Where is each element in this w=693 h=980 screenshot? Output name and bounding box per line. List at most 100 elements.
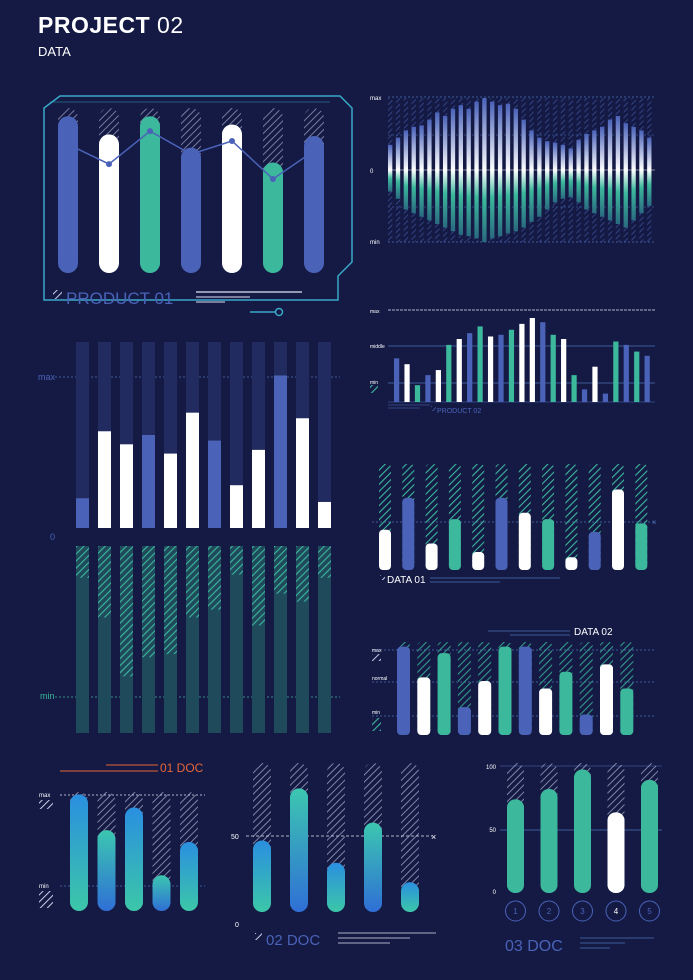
wave-bar-top (435, 112, 440, 170)
product02-bar (613, 341, 619, 402)
data02-track (579, 642, 593, 735)
wave-bar-bottom (615, 170, 621, 224)
wave-bar-top (537, 137, 542, 170)
data02-bar (437, 653, 451, 735)
data02-normal-label: normal (372, 676, 387, 682)
wave-track (647, 98, 652, 170)
wave-bar-top (388, 144, 393, 170)
product01-point (229, 138, 235, 144)
product01-bar (263, 162, 283, 273)
maxmin-top-bar (164, 453, 177, 528)
maxmin-bottom-bar (208, 546, 221, 610)
doc02-cross-icon: × (431, 832, 436, 842)
product01-bar (58, 116, 78, 273)
maxmin-top-bar (142, 435, 155, 528)
wave-track (552, 170, 558, 242)
doc03-category-circle (505, 900, 526, 922)
wave-bar-bottom (607, 170, 613, 221)
doc01-bar (97, 830, 116, 911)
maxmin-bottom-bar (164, 546, 177, 655)
wave-bar-bottom (584, 170, 589, 210)
data01-bar (635, 523, 648, 570)
wave-bar-top (442, 116, 448, 170)
maxmin-track (318, 342, 331, 528)
wave-bar-top (497, 105, 503, 170)
data02-bar (397, 646, 410, 735)
wave-bar-top (623, 123, 628, 170)
wave-bar-top (592, 130, 597, 170)
wave-max-label: max (370, 96, 381, 102)
doc02-bar (290, 788, 308, 912)
data02-bar (559, 671, 573, 735)
data01-bar (448, 519, 461, 570)
product02-bar (487, 336, 494, 402)
wave-track (388, 98, 393, 170)
wave-bar-bottom (521, 170, 526, 228)
doc03-zero-label: 0 (493, 890, 497, 896)
product02-bar (540, 322, 546, 402)
maxmin-top-bar (208, 440, 221, 528)
data01-bar (565, 557, 578, 570)
wave-bar-top (411, 126, 416, 170)
product02-legend-swatch (370, 385, 378, 393)
doc01-swatch (39, 891, 53, 908)
wave-bar-bottom (576, 170, 581, 203)
wave-bar-bottom (568, 170, 573, 198)
wave-bar-bottom (403, 170, 409, 210)
wave-bar-bottom (435, 170, 440, 224)
product02-bar (467, 333, 473, 402)
product01-point (106, 161, 112, 168)
wave-bar-top (647, 137, 652, 170)
product02-title-swatch (431, 406, 436, 411)
data02-title: DATA 02 (574, 627, 613, 638)
wave-bar-bottom (560, 170, 566, 199)
data01-bar (612, 489, 624, 570)
product02-bar (581, 389, 588, 402)
wave-bar-bottom (631, 170, 636, 221)
data01-title: DATA 01 (387, 575, 426, 586)
wave-bar-bottom (600, 170, 605, 217)
maxmin-top-bar (230, 485, 243, 528)
product01-point (188, 151, 194, 158)
doc02-title: 02 DOC (266, 932, 320, 949)
maxmin-bottom-track (76, 546, 89, 733)
wave-bar-bottom (513, 170, 518, 232)
product02-bar (561, 339, 567, 402)
maxmin-bottom-bar (274, 546, 287, 594)
wave-bar-top (545, 141, 550, 170)
wave-bar-bottom (466, 170, 471, 237)
wave-bar-bottom (623, 170, 628, 228)
maxmin-top-bar (318, 501, 331, 528)
maxmin-top-bar (296, 418, 309, 528)
maxmin-bottom-bar (230, 546, 243, 575)
maxmin-bottom-bar (318, 546, 331, 578)
wave-track (388, 170, 393, 242)
product01-point (311, 147, 317, 154)
doc03-title: 03 DOC (505, 938, 563, 955)
product01-legend-swatch (53, 290, 62, 299)
product02-bar (571, 375, 577, 402)
product02-bar (477, 326, 483, 402)
data01-bar (495, 497, 508, 570)
maxmin-min-label: min (40, 691, 55, 701)
wave-bar-top (395, 137, 401, 170)
wave-bar-top (513, 108, 518, 170)
maxmin-bottom-bar (142, 546, 155, 658)
wave-track (545, 98, 550, 170)
wave-bar-top (419, 125, 424, 170)
wave-bar-bottom (474, 170, 479, 239)
doc03-category-circle (605, 900, 627, 922)
product02-bar (435, 370, 441, 402)
doc02-track (401, 763, 419, 912)
data01-bar (402, 497, 415, 570)
wave-bar-top (403, 130, 409, 170)
wave-track (568, 98, 573, 170)
wave-bar-bottom (427, 170, 432, 221)
maxmin-track (76, 342, 89, 528)
wave-bar-bottom (411, 170, 416, 214)
wave-bar-bottom (639, 170, 644, 214)
doc03-category-label: 4 (614, 907, 619, 916)
wave-bar-bottom (388, 170, 393, 192)
data01-track (565, 464, 578, 570)
